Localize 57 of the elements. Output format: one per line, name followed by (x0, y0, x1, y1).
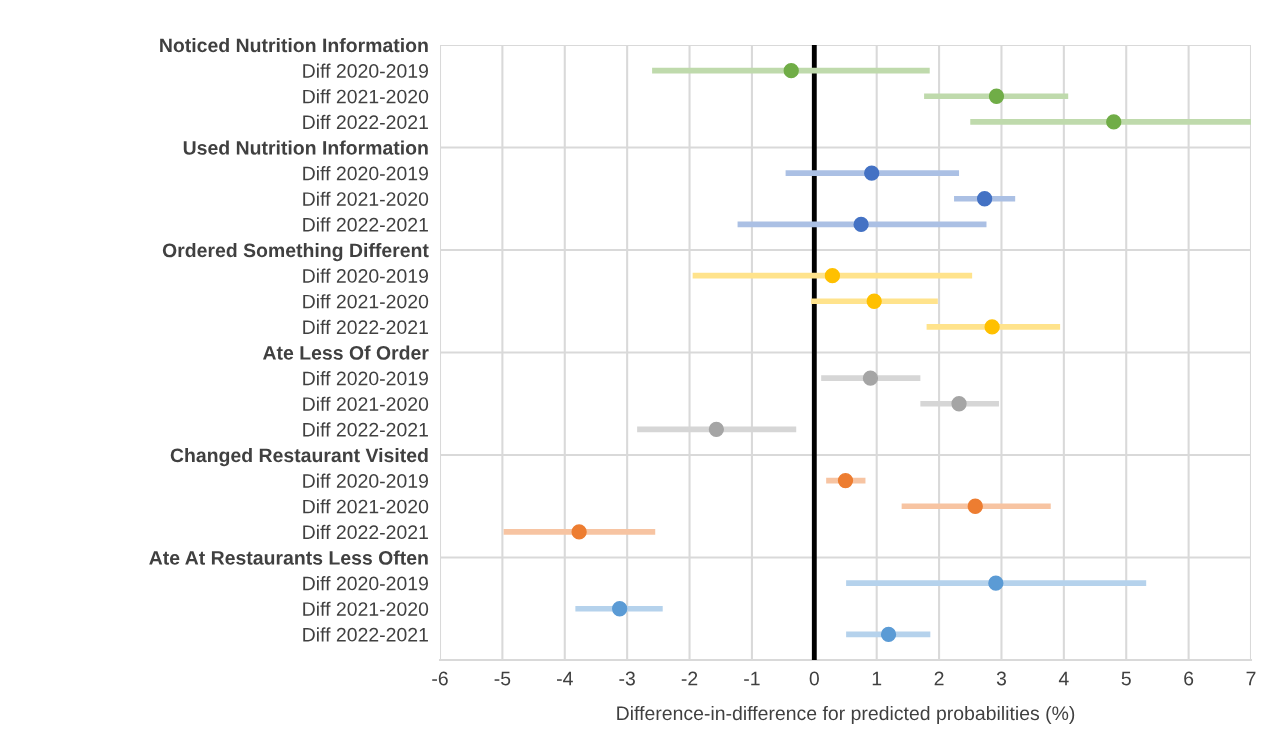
y-tick-label: Ordered Something Different (162, 242, 429, 262)
x-tick-label: 1 (872, 671, 882, 686)
y-tick-label: Used Nutrition Information (183, 140, 428, 155)
y-tick-label: Changed Restaurant Visited (170, 447, 428, 467)
point (984, 319, 1000, 335)
point (1106, 114, 1122, 130)
point (837, 472, 854, 489)
point (967, 498, 983, 514)
x-tick-label: -4 (556, 671, 573, 686)
x-tick-label: -3 (619, 671, 635, 686)
point (864, 165, 880, 181)
y-tick-label: Diff 2022-2021 (303, 627, 428, 642)
point (880, 626, 897, 643)
y-tick-label: Diff 2022-2021 (303, 319, 428, 335)
x-tick-label: 5 (1121, 671, 1131, 686)
y-tick-label: Diff 2022-2021 (303, 217, 428, 232)
y-tick-label: Diff 2021-2020 (303, 601, 429, 616)
y-tick-label: Diff 2020-2019 (303, 473, 428, 488)
y-tick-label: Diff 2020-2019 (303, 63, 428, 78)
x-tick-label: -6 (432, 671, 448, 686)
y-tick-label: Diff 2021-2020 (303, 396, 429, 411)
y-tick-label: Diff 2022-2021 (303, 114, 428, 130)
y-tick-label: Diff 2020-2019 (303, 371, 428, 386)
x-tick-label: -1 (744, 671, 760, 686)
y-tick-label: Diff 2020-2019 (303, 166, 428, 181)
x-tick-label: 6 (1184, 671, 1194, 686)
point (988, 88, 1005, 104)
x-axis-title: Difference-in-difference for predicted probabilities (%) (617, 705, 1075, 725)
y-tick-label: Ate Less Of Order (262, 345, 429, 360)
point (571, 524, 587, 540)
x-tick-label: -2 (681, 671, 698, 686)
y-tick-label: Diff 2022-2021 (303, 422, 428, 437)
x-tick-label: -5 (494, 671, 511, 686)
point (951, 396, 967, 412)
y-tick-label: Diff 2022-2021 (303, 524, 428, 540)
point (708, 421, 725, 438)
point (612, 601, 628, 617)
point (862, 370, 879, 386)
point (824, 267, 841, 284)
y-tick-label: Noticed Nutrition Information (160, 37, 428, 53)
x-tick-label: 7 (1246, 671, 1256, 686)
y-tick-label: Diff 2021-2020 (303, 499, 429, 514)
y-tick-label: Diff 2021-2020 (303, 294, 429, 309)
point (988, 575, 1004, 591)
y-tick-label: Ate At Restaurants Less Often (149, 550, 428, 565)
x-tick-label: 0 (809, 671, 819, 686)
y-tick-label: Diff 2021-2020 (303, 89, 429, 104)
point (853, 216, 869, 233)
x-tick-label: 2 (934, 671, 944, 686)
y-tick-label: Diff 2021-2020 (303, 191, 429, 206)
y-tick-label: Diff 2020-2019 (303, 268, 428, 283)
point (976, 191, 993, 207)
y-tick-label: Diff 2020-2019 (303, 576, 428, 591)
point (866, 293, 882, 309)
x-tick-label: 3 (996, 671, 1007, 686)
point (783, 62, 799, 79)
x-tick-label: 4 (1058, 671, 1069, 686)
